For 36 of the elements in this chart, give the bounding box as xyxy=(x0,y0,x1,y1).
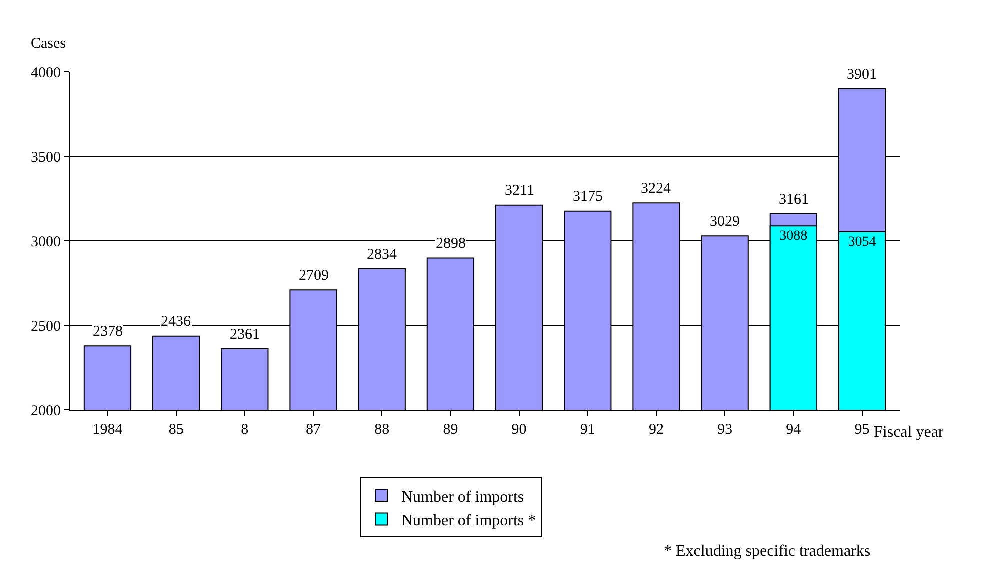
data-label: 3161 xyxy=(779,192,809,208)
data-label: 2709 xyxy=(299,268,329,284)
y-tick-label: 3000 xyxy=(31,234,61,250)
data-label: 2378 xyxy=(93,324,123,340)
legend-label: Number of imports xyxy=(402,488,524,506)
y-tick-label: 2000 xyxy=(31,403,61,420)
data-label: 2361 xyxy=(230,327,260,343)
data-label: 3211 xyxy=(505,183,534,199)
x-tick-label: 92 xyxy=(648,422,664,438)
x-tick-label: 90 xyxy=(512,422,527,438)
x-tick-label: 93 xyxy=(718,422,733,438)
y-tick-label: 4000 xyxy=(31,65,61,82)
text: * Excluding specific trademarks xyxy=(664,543,871,560)
x-tick-label: 88 xyxy=(374,422,390,438)
data-label: 3224 xyxy=(641,181,672,197)
data-label: 3175 xyxy=(573,189,603,205)
x-tick-label: 85 xyxy=(168,422,184,438)
x-tick-label: 1984 xyxy=(92,422,124,438)
data-label: 2436 xyxy=(161,314,192,330)
data-label: 3054 xyxy=(848,234,876,250)
y-tick-label: 2500 xyxy=(31,318,61,335)
data-label: 2898 xyxy=(436,236,466,252)
x-tick-label: 87 xyxy=(306,422,322,438)
data-label: 2834 xyxy=(367,247,398,263)
legend-label: Number of imports * xyxy=(402,512,536,530)
y-axis-title: Cases xyxy=(31,36,66,52)
data-label: 3088 xyxy=(780,229,808,244)
x-tick-label: 94 xyxy=(786,422,802,438)
x-tick-label: 8 xyxy=(241,422,249,438)
x-axis-title: Fiscal year xyxy=(874,424,944,441)
x-tick-label: 89 xyxy=(443,422,458,438)
x-tick-label: 91 xyxy=(580,422,596,438)
data-label: 3029 xyxy=(710,214,740,230)
x-tick-label: 95 xyxy=(854,422,870,438)
data-label: 3901 xyxy=(847,67,877,83)
y-tick-label: 3500 xyxy=(31,150,61,166)
